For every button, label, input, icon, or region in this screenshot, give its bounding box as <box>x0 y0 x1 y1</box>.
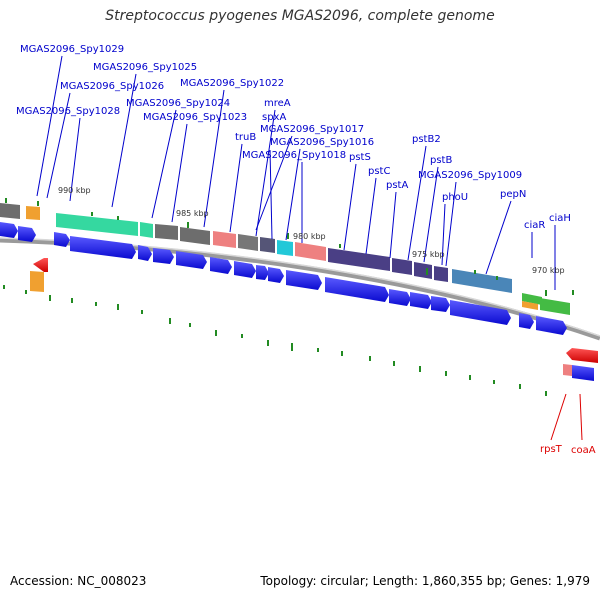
gene-label[interactable]: pstB <box>430 155 452 166</box>
map-title: Streptococcus pyogenes MGAS2096, complet… <box>105 8 495 24</box>
gene-labels: MGAS2096_Spy1029 MGAS2096_Spy1025 MGAS20… <box>16 44 571 231</box>
gene-label[interactable]: rpsT <box>540 444 563 455</box>
forward-genes <box>0 222 594 381</box>
gene-label[interactable]: phoU <box>442 192 468 203</box>
tick-label: 980 kbp <box>293 232 326 241</box>
callout-lines <box>36 55 556 290</box>
gene-label[interactable]: MGAS2096_Spy1028 <box>16 106 120 117</box>
tick-label: 985 kbp <box>176 209 209 218</box>
genome-summary-text: Topology: circular; Length: 1,860,355 bp… <box>260 574 590 588</box>
gene-label[interactable]: pepN <box>500 189 526 200</box>
tick-labels: 990 kbp 985 kbp 980 kbp 975 kbp 970 kbp <box>58 186 565 275</box>
gene-label[interactable]: MGAS2096_Spy1017 <box>260 124 364 135</box>
gene-label[interactable]: coaA <box>571 445 596 456</box>
tick-label: 975 kbp <box>412 250 445 259</box>
gene-label[interactable]: MGAS2096_Spy1018 <box>242 150 346 161</box>
gene-label[interactable]: pstB2 <box>412 134 441 145</box>
tick-label: 970 kbp <box>532 266 565 275</box>
gene-label[interactable]: MGAS2096_Spy1026 <box>60 81 164 92</box>
gene-label[interactable]: MGAS2096_Spy1016 <box>270 137 374 148</box>
gene-label[interactable]: MGAS2096_Spy1029 <box>20 44 124 55</box>
feature-band <box>0 203 572 376</box>
accession-text: Accession: NC_008023 <box>10 574 147 588</box>
gene-label[interactable]: MGAS2096_Spy1024 <box>126 98 230 109</box>
gene-label[interactable]: MGAS2096_Spy1022 <box>180 78 284 89</box>
gene-label[interactable]: MGAS2096_Spy1023 <box>143 112 247 123</box>
gene-label[interactable]: MGAS2096_Spy1025 <box>93 62 197 73</box>
gene-label[interactable]: spxA <box>262 112 286 123</box>
gene-label[interactable]: pstC <box>368 166 390 177</box>
gene-label[interactable]: MGAS2096_Spy1009 <box>418 170 522 181</box>
tick-marks <box>3 198 574 396</box>
tick-label: 990 kbp <box>58 186 91 195</box>
gene-label[interactable]: truB <box>235 132 256 143</box>
gene-label[interactable]: ciaR <box>524 220 545 231</box>
gene-label[interactable]: mreA <box>264 98 291 109</box>
gene-label[interactable]: ciaH <box>549 213 571 224</box>
gene-label[interactable]: pstA <box>386 180 408 191</box>
gene-label[interactable]: pstS <box>349 152 371 163</box>
reverse-genes <box>33 258 598 363</box>
